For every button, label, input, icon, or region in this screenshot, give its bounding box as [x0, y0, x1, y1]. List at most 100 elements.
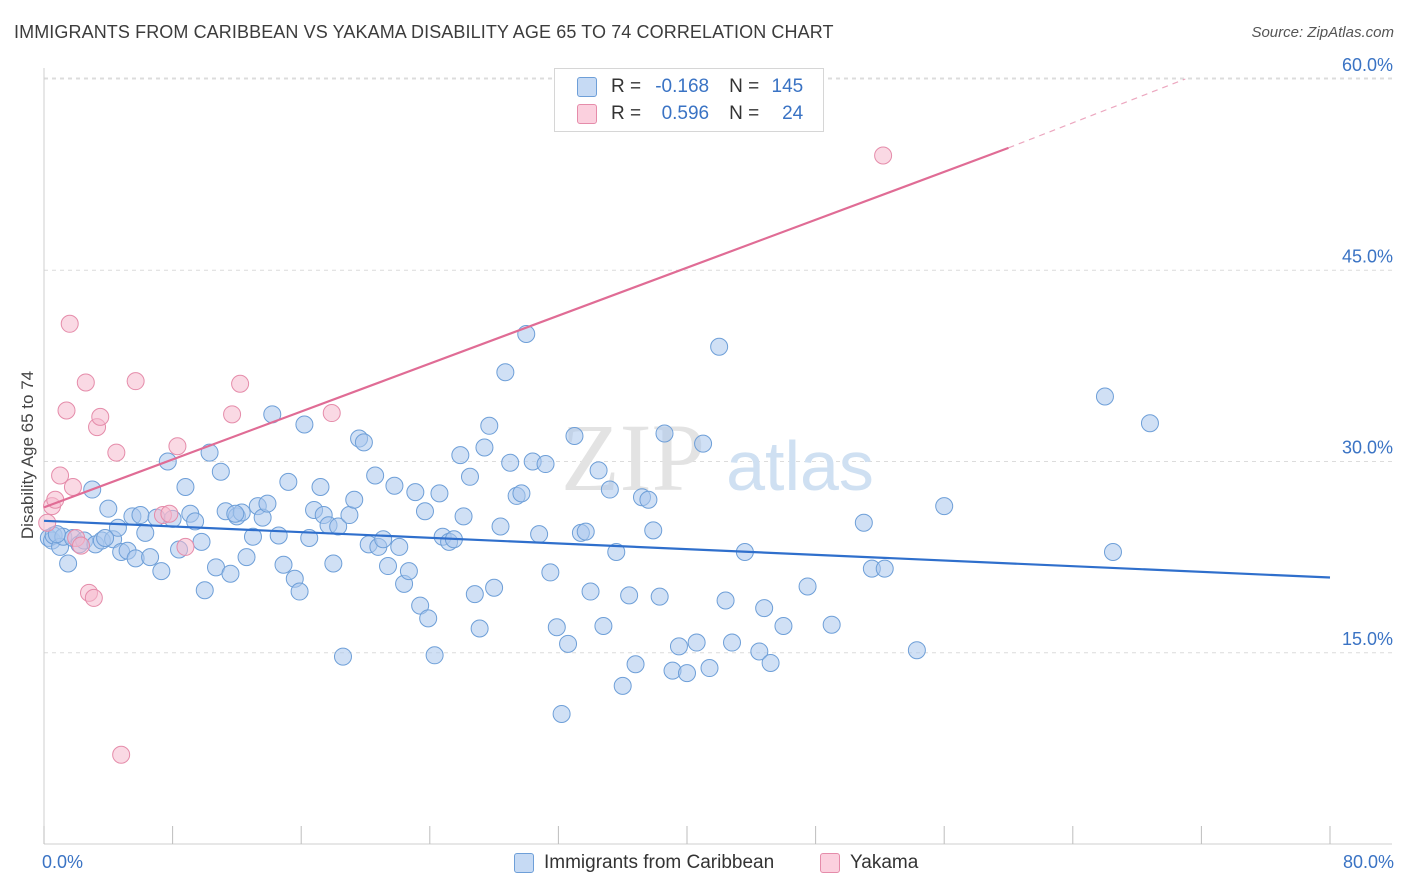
point-caribbean [559, 634, 578, 653]
x-tick-min: 0.0% [42, 852, 84, 872]
point-caribbean [536, 455, 555, 474]
point-caribbean [329, 517, 348, 536]
point-caribbean [290, 582, 309, 601]
point-caribbean [99, 499, 118, 518]
point-caribbean [385, 476, 404, 495]
point-caribbean [340, 506, 359, 525]
point-caribbean [723, 633, 742, 652]
point-caribbean [822, 615, 841, 634]
point-yakama [112, 745, 131, 764]
point-caribbean [399, 562, 418, 581]
point-caribbean [700, 659, 719, 678]
point-yakama [60, 314, 79, 333]
watermark: ZIP atlas [561, 404, 874, 511]
point-caribbean [716, 591, 735, 610]
point-caribbean [626, 655, 645, 674]
point-caribbean [639, 490, 658, 509]
legend-swatch-pink [577, 104, 597, 124]
point-caribbean [221, 564, 240, 583]
point-caribbean [530, 525, 549, 544]
legend-label-caribbean: Immigrants from Caribbean [544, 852, 775, 873]
point-caribbean [576, 522, 595, 541]
grid-layer [44, 77, 1392, 654]
legend-n-label: N = [729, 103, 760, 124]
point-caribbean [607, 543, 626, 562]
point-caribbean [454, 507, 473, 526]
point-caribbean [475, 438, 494, 457]
point-yakama [84, 588, 103, 607]
point-caribbean [390, 537, 409, 556]
point-caribbean [354, 433, 373, 452]
point-caribbean [589, 461, 608, 480]
chart-title: IMMIGRANTS FROM CARIBBEAN VS YAKAMA DISA… [14, 22, 834, 42]
point-caribbean [211, 462, 230, 481]
point-caribbean [192, 532, 211, 551]
legend-swatch-blue [577, 77, 597, 97]
point-caribbean [152, 562, 171, 581]
point-caribbean [451, 446, 470, 465]
legend-r-value: 0.596 [661, 103, 710, 124]
legend-n-value: 24 [782, 103, 804, 124]
point-yakama [38, 513, 57, 532]
point-caribbean [581, 582, 600, 601]
legend-label-yakama: Yakama [850, 852, 919, 873]
point-caribbean [669, 637, 688, 656]
point-caribbean [415, 502, 434, 521]
point-caribbean [237, 548, 256, 567]
point-caribbean [854, 513, 873, 532]
point-caribbean [655, 424, 674, 443]
point-yakama [874, 146, 893, 165]
point-caribbean [565, 427, 584, 445]
point-caribbean [258, 494, 277, 513]
point-caribbean [935, 497, 954, 516]
point-yakama [107, 443, 126, 462]
point-caribbean [460, 467, 479, 486]
point-caribbean [269, 526, 288, 545]
point-yakama [63, 478, 82, 496]
point-yakama [231, 374, 250, 393]
point-caribbean [512, 484, 531, 503]
point-caribbean [547, 618, 566, 637]
point-caribbean [496, 363, 515, 382]
legend-item-yakama: Yakama [820, 852, 918, 874]
point-caribbean [295, 415, 314, 434]
legend-swatch-blue [514, 853, 534, 873]
legend-n-label: N = [729, 76, 760, 97]
point-caribbean [798, 577, 817, 596]
point-caribbean [755, 599, 774, 618]
stats-legend: R = -0.168 N = 145 R = 0.596 N = 24 [554, 68, 824, 132]
point-caribbean [411, 596, 430, 615]
point-caribbean [186, 512, 205, 531]
point-caribbean [379, 557, 398, 576]
point-caribbean [176, 478, 195, 496]
trendline-yakama-extension [1008, 78, 1186, 149]
point-caribbean [694, 434, 713, 453]
point-caribbean [644, 521, 663, 540]
point-caribbean [96, 529, 115, 547]
point-yakama [71, 536, 90, 555]
point-caribbean [374, 530, 393, 549]
point-caribbean [226, 504, 245, 523]
point-caribbean [406, 483, 425, 502]
point-caribbean [1140, 414, 1159, 433]
trendline-caribbean [43, 519, 1331, 579]
point-yakama [176, 537, 195, 556]
point-caribbean [485, 578, 504, 597]
point-caribbean [465, 585, 484, 604]
watermark-zip: ZIP [561, 404, 705, 511]
point-caribbean [243, 527, 262, 546]
legend-swatch-pink [820, 853, 840, 873]
point-yakama [223, 405, 242, 424]
point-caribbean [311, 478, 330, 496]
point-caribbean [195, 581, 214, 600]
legend-item-caribbean: Immigrants from Caribbean [514, 852, 774, 874]
point-caribbean [345, 490, 364, 509]
point-caribbean [419, 609, 438, 628]
point-caribbean [59, 554, 78, 573]
point-yakama [51, 466, 70, 485]
point-caribbean [710, 337, 729, 356]
point-yakama [91, 407, 110, 426]
legend-r-label: R = [611, 76, 642, 97]
watermark-atlas: atlas [726, 427, 874, 505]
point-caribbean [274, 555, 293, 574]
